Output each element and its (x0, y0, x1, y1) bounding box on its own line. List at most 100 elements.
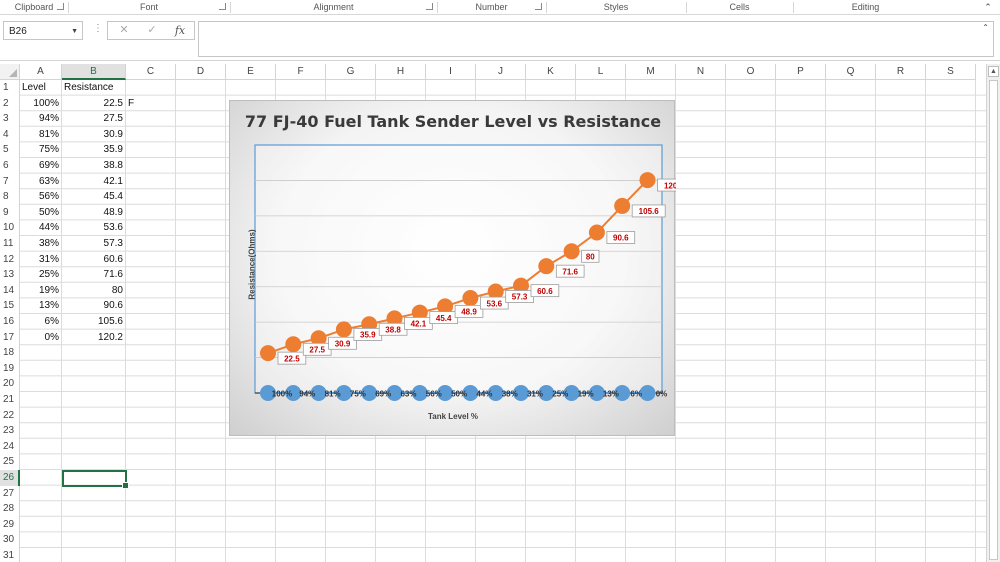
cell-level[interactable]: 44% (38, 222, 59, 234)
chevron-down-icon[interactable]: ▼ (71, 28, 78, 35)
cell-level[interactable]: 69% (38, 160, 59, 171)
cell-level[interactable]: 94% (38, 113, 59, 125)
cell-resistance[interactable]: 105.6 (97, 316, 123, 327)
row-header-31[interactable]: 31 (0, 548, 20, 562)
column-header-g[interactable]: G (326, 64, 376, 80)
cell-level[interactable]: 63% (38, 175, 59, 187)
column-header-k[interactable]: K (526, 64, 576, 80)
cell-resistance[interactable]: 30.9 (103, 128, 123, 140)
cell-a1[interactable]: Level (22, 82, 46, 93)
row-header-6[interactable]: 6 (0, 158, 20, 174)
row-header-1[interactable]: 1 (0, 80, 20, 96)
row-header-20[interactable]: 20 (0, 376, 20, 392)
select-all-corner[interactable] (0, 64, 20, 80)
row-header-28[interactable]: 28 (0, 501, 20, 517)
row-header-2[interactable]: 2 (0, 95, 20, 112)
row-header-24[interactable]: 24 (0, 438, 20, 455)
row-header-22[interactable]: 22 (0, 407, 20, 424)
column-header-c[interactable]: C (126, 64, 176, 80)
cell-level[interactable]: 38% (38, 238, 59, 249)
row-header-7[interactable]: 7 (0, 173, 20, 190)
cell-resistance[interactable]: 35.9 (103, 144, 123, 156)
column-header-n[interactable]: N (676, 64, 726, 80)
row-header-25[interactable]: 25 (0, 454, 20, 470)
cell-resistance[interactable]: 22.5 (103, 97, 123, 109)
cell-level[interactable]: 75% (38, 144, 59, 156)
cancel-icon[interactable]: ✕ (119, 24, 129, 36)
row-header-18[interactable]: 18 (0, 345, 20, 361)
column-header-p[interactable]: P (776, 64, 826, 80)
dialog-launcher-icon[interactable] (426, 3, 433, 10)
row-header-23[interactable]: 23 (0, 423, 20, 439)
chart-x-axis-label[interactable]: Tank Level % (427, 412, 479, 421)
row-header-17[interactable]: 17 (0, 329, 20, 346)
cell-resistance[interactable]: 57.3 (103, 238, 123, 249)
column-header-o[interactable]: O (726, 64, 776, 80)
column-header-l[interactable]: L (576, 64, 626, 80)
chart-y-axis-label[interactable]: Resistance(Ohms) (247, 229, 257, 300)
column-header-q[interactable]: Q (826, 64, 876, 80)
row-header-16[interactable]: 16 (0, 314, 20, 330)
row-header-9[interactable]: 9 (0, 204, 20, 221)
formula-input[interactable]: ⌃ (198, 21, 994, 57)
column-header-a[interactable]: A (20, 64, 62, 80)
row-header-10[interactable]: 10 (0, 220, 20, 236)
row-header-15[interactable]: 15 (0, 298, 20, 314)
column-header-s[interactable]: S (926, 64, 976, 80)
row-header-4[interactable]: 4 (0, 126, 20, 143)
row-header-12[interactable]: 12 (0, 251, 20, 268)
cell-level[interactable]: 0% (44, 331, 59, 343)
column-header-e[interactable]: E (226, 64, 276, 80)
selected-cell-b26[interactable] (62, 470, 129, 489)
cell-level[interactable]: 6% (44, 316, 59, 327)
column-header-i[interactable]: I (426, 64, 476, 80)
name-box[interactable]: B26 ▼ (3, 21, 83, 40)
drag-handle-icon[interactable]: ⋮ (93, 23, 103, 34)
cell-level[interactable]: 56% (38, 191, 59, 203)
cell-level[interactable]: 100% (33, 97, 59, 109)
scroll-up-icon[interactable]: ▲ (988, 66, 999, 77)
cell-c2[interactable]: F (128, 97, 135, 109)
column-header-f[interactable]: F (276, 64, 326, 80)
row-header-14[interactable]: 14 (0, 282, 20, 299)
cell-resistance[interactable]: 120.2 (97, 331, 123, 343)
cell-b1[interactable]: Resistance (64, 82, 114, 93)
row-header-3[interactable]: 3 (0, 111, 20, 127)
row-header-19[interactable]: 19 (0, 360, 20, 377)
cell-level[interactable]: 31% (38, 253, 59, 265)
enter-icon[interactable]: ✓ (147, 24, 157, 36)
column-header-r[interactable]: R (876, 64, 926, 80)
dialog-launcher-icon[interactable] (219, 3, 226, 10)
cells-area[interactable]: Level Resistance F 100% 22.5 94% 27.5 81% 30.… (20, 80, 986, 562)
column-header-m[interactable]: M (626, 64, 676, 80)
column-header-b[interactable]: B (62, 64, 126, 80)
insert-function-icon[interactable]: fx (174, 24, 186, 37)
chart-title[interactable]: 77 FJ-40 Fuel Tank Sender Level vs Resis… (244, 112, 662, 131)
dialog-launcher-icon[interactable] (57, 3, 64, 10)
row-header-21[interactable]: 21 (0, 392, 20, 408)
cell-resistance[interactable]: 60.6 (103, 253, 123, 265)
dialog-launcher-icon[interactable] (535, 3, 542, 10)
vertical-scrollbar[interactable]: ▲ (986, 64, 1000, 562)
cell-level[interactable]: 13% (38, 300, 59, 312)
cell-resistance[interactable]: 42.1 (103, 175, 123, 187)
row-header-11[interactable]: 11 (0, 236, 20, 252)
column-header-j[interactable]: J (476, 64, 526, 80)
row-header-26[interactable]: 26 (0, 470, 20, 486)
column-header-h[interactable]: H (376, 64, 426, 80)
cell-resistance[interactable]: 38.8 (103, 160, 123, 171)
row-header-29[interactable]: 29 (0, 516, 20, 533)
cell-resistance[interactable]: 90.6 (103, 300, 123, 312)
cell-resistance[interactable]: 53.6 (103, 222, 123, 234)
collapse-formula-bar-icon[interactable]: ⌃ (982, 23, 989, 32)
cell-level[interactable]: 19% (38, 284, 59, 296)
row-header-30[interactable]: 30 (0, 532, 20, 548)
cell-level[interactable]: 81% (38, 128, 59, 140)
cell-resistance[interactable]: 48.9 (103, 206, 123, 218)
column-header-d[interactable]: D (176, 64, 226, 80)
collapse-ribbon-icon[interactable]: ⌃ (984, 2, 992, 12)
cell-level[interactable]: 25% (38, 269, 59, 281)
cell-level[interactable]: 50% (38, 206, 59, 218)
row-header-27[interactable]: 27 (0, 485, 20, 502)
cell-resistance[interactable]: 80 (111, 284, 123, 296)
